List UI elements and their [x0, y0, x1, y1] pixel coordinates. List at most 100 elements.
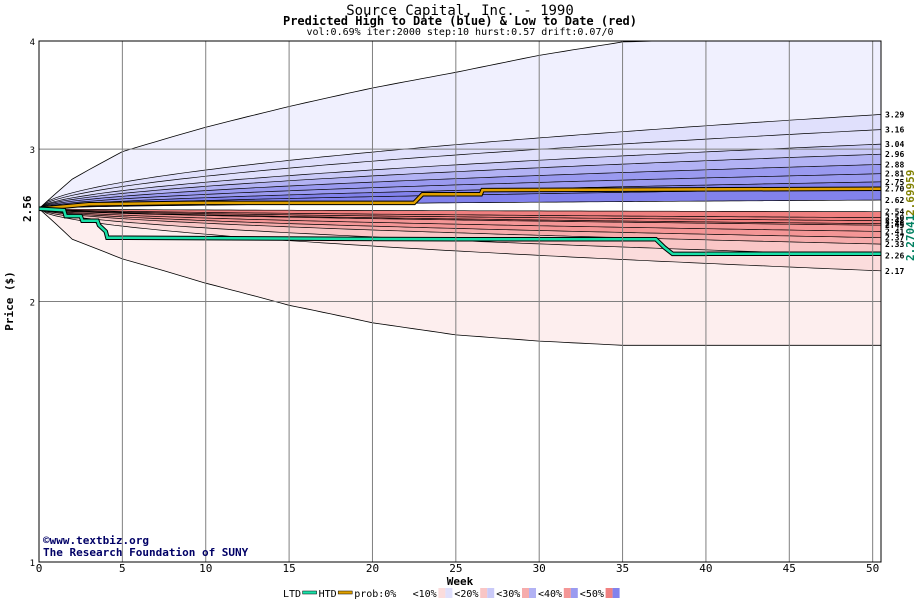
credit-organization: The Research Foundation of SUNY	[43, 546, 249, 559]
lower-quantile-line	[39, 208, 881, 226]
quantile-end-label: 2.46	[885, 220, 904, 229]
legend-bin-swatch-blue	[487, 588, 495, 598]
end-value-annotation: 2.27041	[904, 214, 917, 261]
end-value-annotation: 2.69959	[904, 170, 917, 216]
quantile-end-label: 2.33	[885, 240, 904, 249]
x-tick-label: 30	[533, 562, 546, 575]
chart-svg: 0 5 10 15 20 25 30 35 40 45 50 1 2 3 4 Week Price ($) 2.5…	[3, 38, 917, 587]
x-tick-label: 25	[449, 562, 462, 575]
ltd-series-line	[39, 207, 881, 256]
lower-envelope-line	[39, 208, 881, 346]
x-tick-label: 45	[783, 562, 796, 575]
y-tick-label: 2	[30, 299, 35, 309]
blue-probability-band	[39, 114, 881, 209]
quantile-end-label: 2.81	[885, 170, 904, 179]
red-probability-band	[39, 208, 881, 271]
x-tick-label: 40	[699, 562, 712, 575]
quantile-end-label: 2.70	[885, 185, 904, 194]
chart-legend: LTD HTD prob:0% <10% <20% <30% <40% <50%	[283, 588, 620, 600]
x-tick-label: 0	[36, 562, 43, 575]
quantile-end-label: 2.96	[885, 150, 904, 159]
x-tick-label: 5	[119, 562, 126, 575]
y-tick-label: 3	[30, 146, 35, 156]
legend-prob-label: prob:0%	[354, 589, 396, 600]
legend-htd-swatch	[337, 590, 353, 595]
quantile-end-label: 2.54	[885, 208, 904, 217]
quantile-end-label: 2.75	[885, 178, 904, 187]
quantile-end-label: 2.88	[885, 160, 904, 169]
legend-bin-swatch-red	[480, 588, 488, 598]
legend-bin-label: <40%	[538, 589, 562, 600]
htd-series-line	[39, 187, 881, 210]
blue-probability-band	[39, 144, 881, 209]
legend-bin-swatch-red	[438, 588, 446, 598]
quantile-end-label: 3.29	[885, 110, 904, 119]
upper-quantile-line	[39, 153, 881, 210]
upper-quantile-line	[39, 173, 881, 210]
quantile-end-label: 2.26	[885, 252, 904, 261]
x-tick-label: 15	[282, 562, 295, 575]
legend-bin-label: <30%	[496, 589, 520, 600]
x-tick-label: 10	[199, 562, 212, 575]
quantile-end-label: 2.17	[885, 267, 904, 276]
quantile-end-label: 3.16	[885, 126, 904, 135]
chart-parameters: vol:0.69% iter:2000 step:10 hurst:0.57 d…	[306, 27, 614, 38]
legend-ltd-swatch	[302, 590, 317, 595]
legend-bin-label: <10%	[413, 589, 437, 600]
chart-subtitle: Predicted High to Date (blue) & Low to D…	[282, 14, 637, 28]
blue-probability-band	[39, 154, 881, 209]
credit-website: ©www.textbiz.org	[43, 534, 149, 547]
x-tick-label: 20	[366, 562, 379, 575]
lower-quantile-line	[39, 208, 881, 222]
x-tick-label: 35	[616, 562, 629, 575]
median-band	[39, 200, 881, 212]
y-axis-title: Price ($)	[3, 271, 16, 331]
lower-quantile-line	[39, 208, 881, 225]
legend-bin-label: <50%	[580, 589, 604, 600]
legend-bin-swatch-red	[563, 588, 571, 598]
legend-bin-swatch-blue	[529, 588, 536, 598]
upper-quantile-line	[39, 114, 881, 209]
upper-quantile-line	[39, 143, 881, 209]
legend-ltd-label: LTD	[283, 589, 301, 600]
upper-quantile-line	[39, 199, 881, 210]
lower-quantile-line	[39, 208, 881, 272]
upper-envelope-line	[39, 41, 660, 209]
start-price-label: 2.56	[21, 195, 34, 222]
y-tick-label: 4	[30, 38, 35, 48]
lower-quantile-line	[39, 208, 881, 232]
chart-title: Source Capital, Inc. - 1990	[346, 3, 574, 19]
quantile-end-label: 2.50	[885, 214, 904, 223]
quantile-end-label: 3.04	[885, 140, 904, 149]
upper-quantile-line	[39, 164, 881, 210]
x-axis-title: Week	[447, 575, 474, 587]
blue-probability-band	[39, 41, 881, 209]
legend-bin-swatch-blue	[570, 588, 578, 598]
legend-bin-swatch-blue	[445, 588, 453, 598]
red-probability-band	[39, 208, 881, 256]
plot-frame	[38, 40, 882, 563]
quantile-end-label: 2.48	[885, 217, 904, 226]
legend-bin-swatch-blue	[612, 588, 620, 598]
quantile-end-label: 2.37	[885, 234, 904, 243]
upper-quantile-line	[39, 181, 881, 210]
legend-bin-swatch-red	[522, 588, 529, 598]
x-tick-label: 50	[866, 562, 879, 575]
y-tick-label: 1	[30, 559, 35, 569]
blue-probability-band	[39, 164, 881, 209]
lower-quantile-line	[39, 208, 881, 213]
lower-quantile-line	[39, 208, 881, 245]
lower-quantile-line	[39, 208, 881, 239]
lower-quantile-line	[39, 208, 881, 218]
legend-htd-label: HTD	[319, 589, 337, 600]
quantile-end-label: 2.41	[885, 227, 904, 236]
red-probability-band	[39, 208, 881, 346]
plot-area	[39, 41, 881, 346]
quantile-end-label: 2.62	[885, 196, 904, 205]
red-probability-band	[39, 208, 881, 245]
upper-quantile-line	[39, 129, 881, 209]
red-probability-band	[39, 208, 881, 238]
legend-bin-swatch-red	[605, 588, 613, 598]
legend-bin-label: <20%	[454, 589, 478, 600]
legend-prob-swatch	[398, 588, 411, 598]
